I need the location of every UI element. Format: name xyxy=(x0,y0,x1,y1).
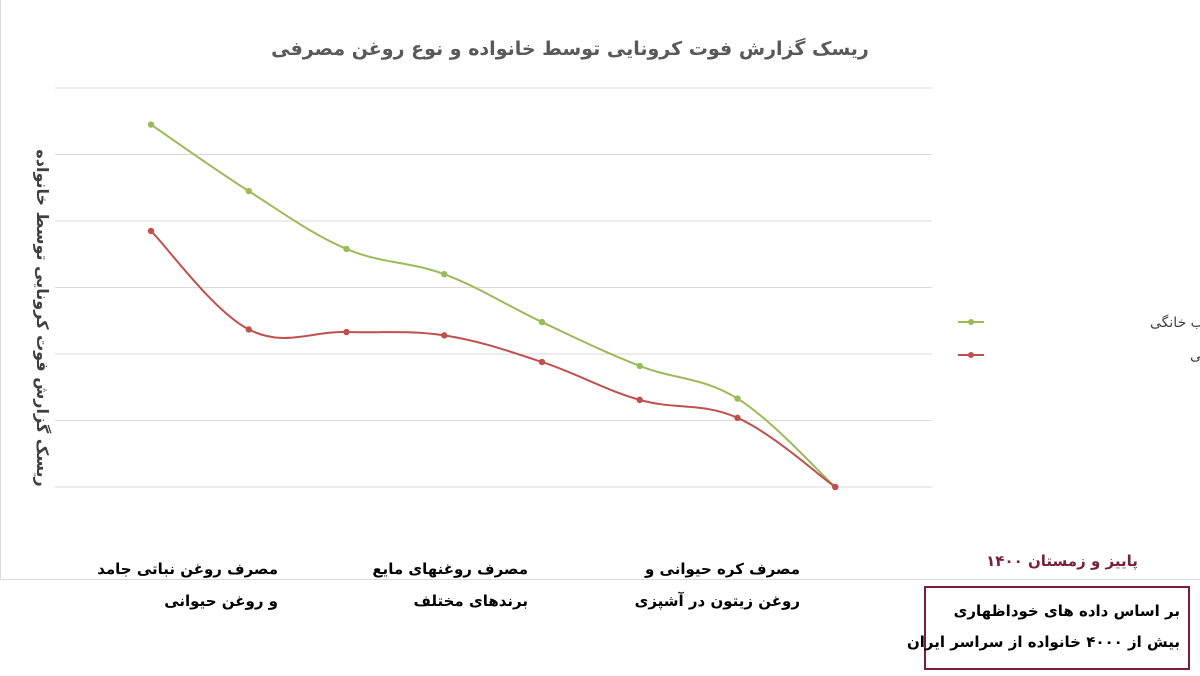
legend: دستگاه تصفیه آب خانگی بدون دستگاه تصفیه … xyxy=(958,314,1200,364)
series-1-point-3 xyxy=(441,332,448,339)
series-line-0 xyxy=(150,123,836,488)
chart-frame xyxy=(0,0,1200,580)
source-line-1: بر اساس داده های خوداظهاری xyxy=(953,602,1180,620)
source-line-2: بیش از ۴۰۰۰ خانواده از سراسر ایران xyxy=(906,633,1180,651)
gridlines xyxy=(55,87,932,488)
y-axis-label: ریسک گزارش فوت کرونایی توسط خانواده xyxy=(33,149,52,486)
series-0-point-4 xyxy=(538,318,546,326)
series-0-point-2 xyxy=(343,245,350,253)
category-label-2: مصرف کره حیوانی و روغن زیتون در آشپزی xyxy=(634,560,800,610)
chart-title: ریسک گزارش فوت کرونایی توسط خانواده و نو… xyxy=(271,38,869,60)
series-0-point-0 xyxy=(147,121,155,128)
legend-swatch-marker-1 xyxy=(968,352,974,358)
series-1-point-5 xyxy=(636,396,643,404)
line-chart: ریسک گزارش فوت کرونایی توسط خانواده دستگ… xyxy=(33,87,1200,491)
series-0-point-1 xyxy=(245,187,252,195)
legend-entry-1: بدون دستگاه تصفیه آب خانگی xyxy=(1190,347,1200,364)
series-0-point-6 xyxy=(734,395,741,402)
series-1-point-6 xyxy=(734,414,741,422)
series-0-point-5 xyxy=(636,362,643,370)
season-label: پاییز و زمستان ۱۴۰۰ xyxy=(986,552,1138,570)
series-1-point-2 xyxy=(343,328,350,336)
source-box: بر اساس داده های خوداظهاری بیش از ۴۰۰۰ خ… xyxy=(906,586,1190,670)
series-1-point-4 xyxy=(538,358,546,366)
series-1-point-1 xyxy=(245,326,252,333)
category-label-0: مصرف روغن نباتی جامد و روغن حیوانی xyxy=(97,560,278,610)
series-0-point-3 xyxy=(441,271,448,278)
category-label-1: مصرف روغنهای مایع برندهای مختلف xyxy=(372,560,528,610)
series-1-point-0 xyxy=(147,227,155,235)
legend-swatch-marker-0 xyxy=(968,319,974,325)
series-1-point-7 xyxy=(832,483,839,491)
series-line-1 xyxy=(150,230,836,488)
series-layer xyxy=(147,121,839,491)
legend-entry-0: دستگاه تصفیه آب خانگی xyxy=(1150,314,1200,331)
